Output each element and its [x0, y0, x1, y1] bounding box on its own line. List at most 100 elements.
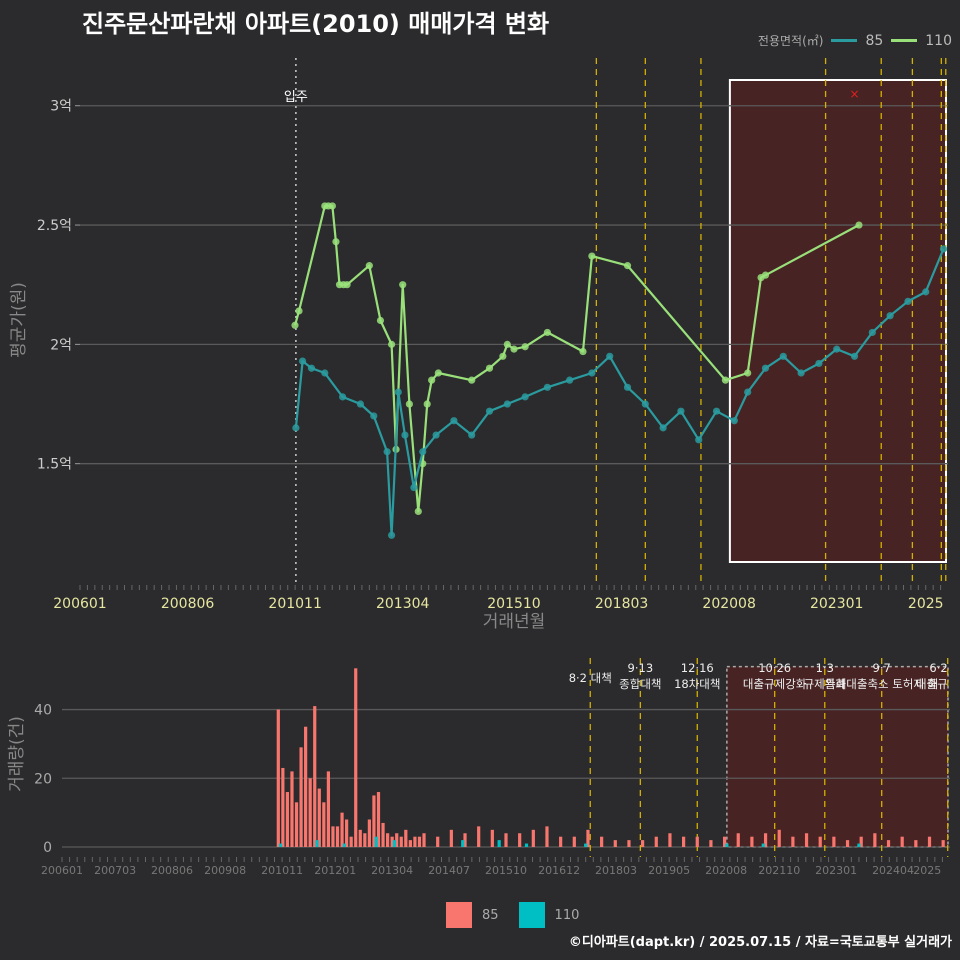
legend-swatch-85 [831, 39, 858, 42]
data-point-85 [641, 400, 649, 408]
volume-bar-110 [461, 840, 465, 847]
data-point-110 [434, 369, 442, 377]
data-point-85 [695, 436, 703, 444]
volume-bar-85 [777, 829, 781, 847]
data-point-85 [292, 424, 300, 432]
volume-bar-110 [524, 843, 529, 847]
data-point-110 [761, 271, 770, 279]
x-tick-label: 202301 [810, 596, 863, 612]
x-tick-label: 201803 [595, 596, 648, 612]
top-legend: 전용면적(㎡) 85 110 [758, 32, 952, 49]
volume-bar-110 [392, 840, 397, 847]
volume-y-tick-label: 0 [43, 840, 52, 856]
volume-y-axis-label: 거래량(건) [7, 716, 27, 792]
data-point-110 [521, 343, 529, 351]
volume-bar-85 [417, 836, 422, 847]
data-point-85 [503, 400, 511, 408]
volume-bar-85 [654, 836, 658, 847]
volume-bar-85 [804, 833, 809, 847]
volume-bar-85 [395, 833, 399, 847]
volume-bar-85 [354, 668, 358, 847]
volume-bar-85 [886, 840, 891, 847]
max-price-marker: × [849, 87, 859, 101]
legend-swatch-110 [891, 39, 918, 42]
volume-bar-85 [559, 836, 563, 847]
volume-bar-85 [641, 840, 645, 847]
volume-y-tick-label: 40 [34, 703, 52, 719]
y-tick-label: 3억 [50, 99, 72, 115]
volume-bar-85 [326, 771, 330, 847]
data-point-85 [833, 345, 841, 353]
y-tick-label: 2.5억 [37, 218, 72, 234]
data-point-110 [499, 352, 507, 360]
data-point-85 [356, 400, 365, 408]
volume-x-tick-label: 202008 [705, 864, 747, 877]
x-tick-label: 2025 [908, 596, 944, 612]
volume-bar-85 [682, 836, 686, 847]
data-point-110 [414, 507, 422, 516]
data-point-85 [383, 448, 391, 456]
data-point-85 [712, 407, 721, 415]
volume-x-tick-label: 201905 [648, 864, 690, 877]
data-point-110 [468, 376, 476, 384]
data-point-85 [779, 352, 787, 360]
volume-bar-85 [335, 826, 340, 847]
data-point-110 [485, 364, 494, 372]
policy-label: 6·2 [929, 661, 947, 675]
volume-bar-85 [545, 826, 549, 847]
bar-legend-swatch-85 [446, 902, 472, 928]
policy-label: 9·7 [873, 661, 891, 675]
volume-bar-85 [531, 829, 535, 847]
price-chart: 1.5억 2억 2.5억 3억 200601 200806 201011 201304 2015… [9, 58, 948, 632]
volume-bar-85 [299, 747, 303, 847]
volume-bar-85 [399, 836, 403, 847]
data-point-85 [606, 352, 614, 360]
data-point-110 [855, 221, 863, 229]
volume-bar-85 [859, 836, 863, 847]
volume-bar-85 [285, 792, 290, 847]
data-point-85 [307, 364, 316, 372]
data-point-110 [399, 281, 407, 289]
volume-bar-85 [281, 767, 285, 847]
volume-x-tick-label: 200806 [151, 864, 193, 877]
policy-label: 8·2 대책 [569, 671, 612, 685]
policy-label: 대출규 [916, 677, 948, 691]
policy-label: 1·3 [816, 661, 834, 675]
volume-x-tick-label: 201510 [485, 864, 527, 877]
data-point-85 [419, 448, 427, 456]
y-tick-label: 2억 [50, 337, 72, 353]
volume-bar-85 [290, 771, 294, 847]
volume-x-tick-label: 201407 [428, 864, 470, 877]
data-point-85 [797, 369, 805, 377]
volume-x-tick-label: 200601 [41, 864, 83, 877]
volume-bar-85 [436, 836, 440, 847]
bar-legend-swatch-110 [518, 902, 545, 928]
data-point-110 [343, 281, 351, 289]
data-point-85 [815, 359, 823, 368]
volume-bar-110 [278, 843, 283, 847]
volume-x-tick-label: 201612 [538, 864, 580, 877]
volume-bar-85 [490, 829, 494, 847]
data-point-110 [332, 238, 340, 246]
volume-bar-85 [422, 833, 426, 847]
volume-bar-85 [722, 836, 727, 847]
bar-legend-label-110: 110 [554, 907, 580, 923]
volume-bar-85 [363, 833, 367, 847]
x-axis-label: 거래년월 [483, 612, 546, 632]
data-point-85 [677, 407, 685, 415]
volume-bar-110 [497, 840, 501, 847]
volume-bar-85 [845, 840, 850, 847]
data-point-110 [365, 262, 373, 270]
data-point-85 [623, 383, 632, 391]
data-point-85 [450, 417, 458, 425]
policy-label: 9·13 [628, 661, 654, 675]
volume-bar-85 [308, 778, 312, 847]
move-in-label: 입주 [284, 90, 308, 105]
bottom-legend: 85 110 [446, 902, 579, 928]
legend-title: 전용면적(㎡) [757, 34, 824, 48]
policy-label: 특례대출축소 토허제 해 [825, 677, 938, 691]
y-axis-label: 평균가(원) [9, 282, 29, 358]
volume-y-tick-label: 20 [34, 771, 52, 787]
volume-bar-85 [317, 788, 321, 847]
volume-bar-85 [463, 833, 467, 847]
